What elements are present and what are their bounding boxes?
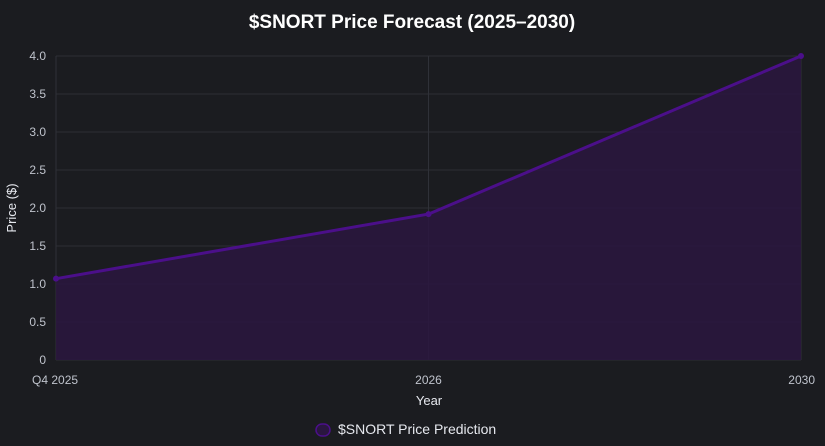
x-tick-label: Q4 2025 [32, 373, 78, 387]
x-axis-label: Year [416, 393, 443, 408]
y-tick-label: 2.0 [29, 201, 46, 215]
y-tick-label: 0.5 [29, 315, 46, 329]
x-tick-label: 2026 [415, 373, 442, 387]
y-axis-label: Price ($) [4, 183, 19, 232]
x-tick-label: 2030 [788, 373, 815, 387]
legend-label[interactable]: $SNORT Price Prediction [338, 421, 496, 437]
legend-swatch[interactable] [315, 423, 331, 437]
y-axis: 0 0.5 1.0 1.5 2.0 2.5 3.0 3.5 4.0 [29, 49, 46, 367]
y-tick-label: 2.5 [29, 163, 46, 177]
legend[interactable]: $SNORT Price Prediction [315, 421, 496, 437]
y-tick-label: 4.0 [29, 49, 46, 63]
y-tick-label: 0 [39, 353, 46, 367]
y-tick-label: 3.0 [29, 125, 46, 139]
data-point[interactable] [798, 53, 804, 59]
y-tick-label: 1.0 [29, 277, 46, 291]
line-layer [53, 53, 804, 282]
y-tick-label: 3.5 [29, 87, 46, 101]
area-layer [56, 56, 801, 360]
y-tick-label: 1.5 [29, 239, 46, 253]
series-area [56, 56, 801, 360]
x-axis: Q4 2025 2026 2030 [32, 373, 815, 387]
data-point[interactable] [53, 275, 59, 282]
data-point[interactable] [425, 211, 432, 218]
chart-title: $SNORT Price Forecast (2025–2030) [249, 12, 575, 33]
